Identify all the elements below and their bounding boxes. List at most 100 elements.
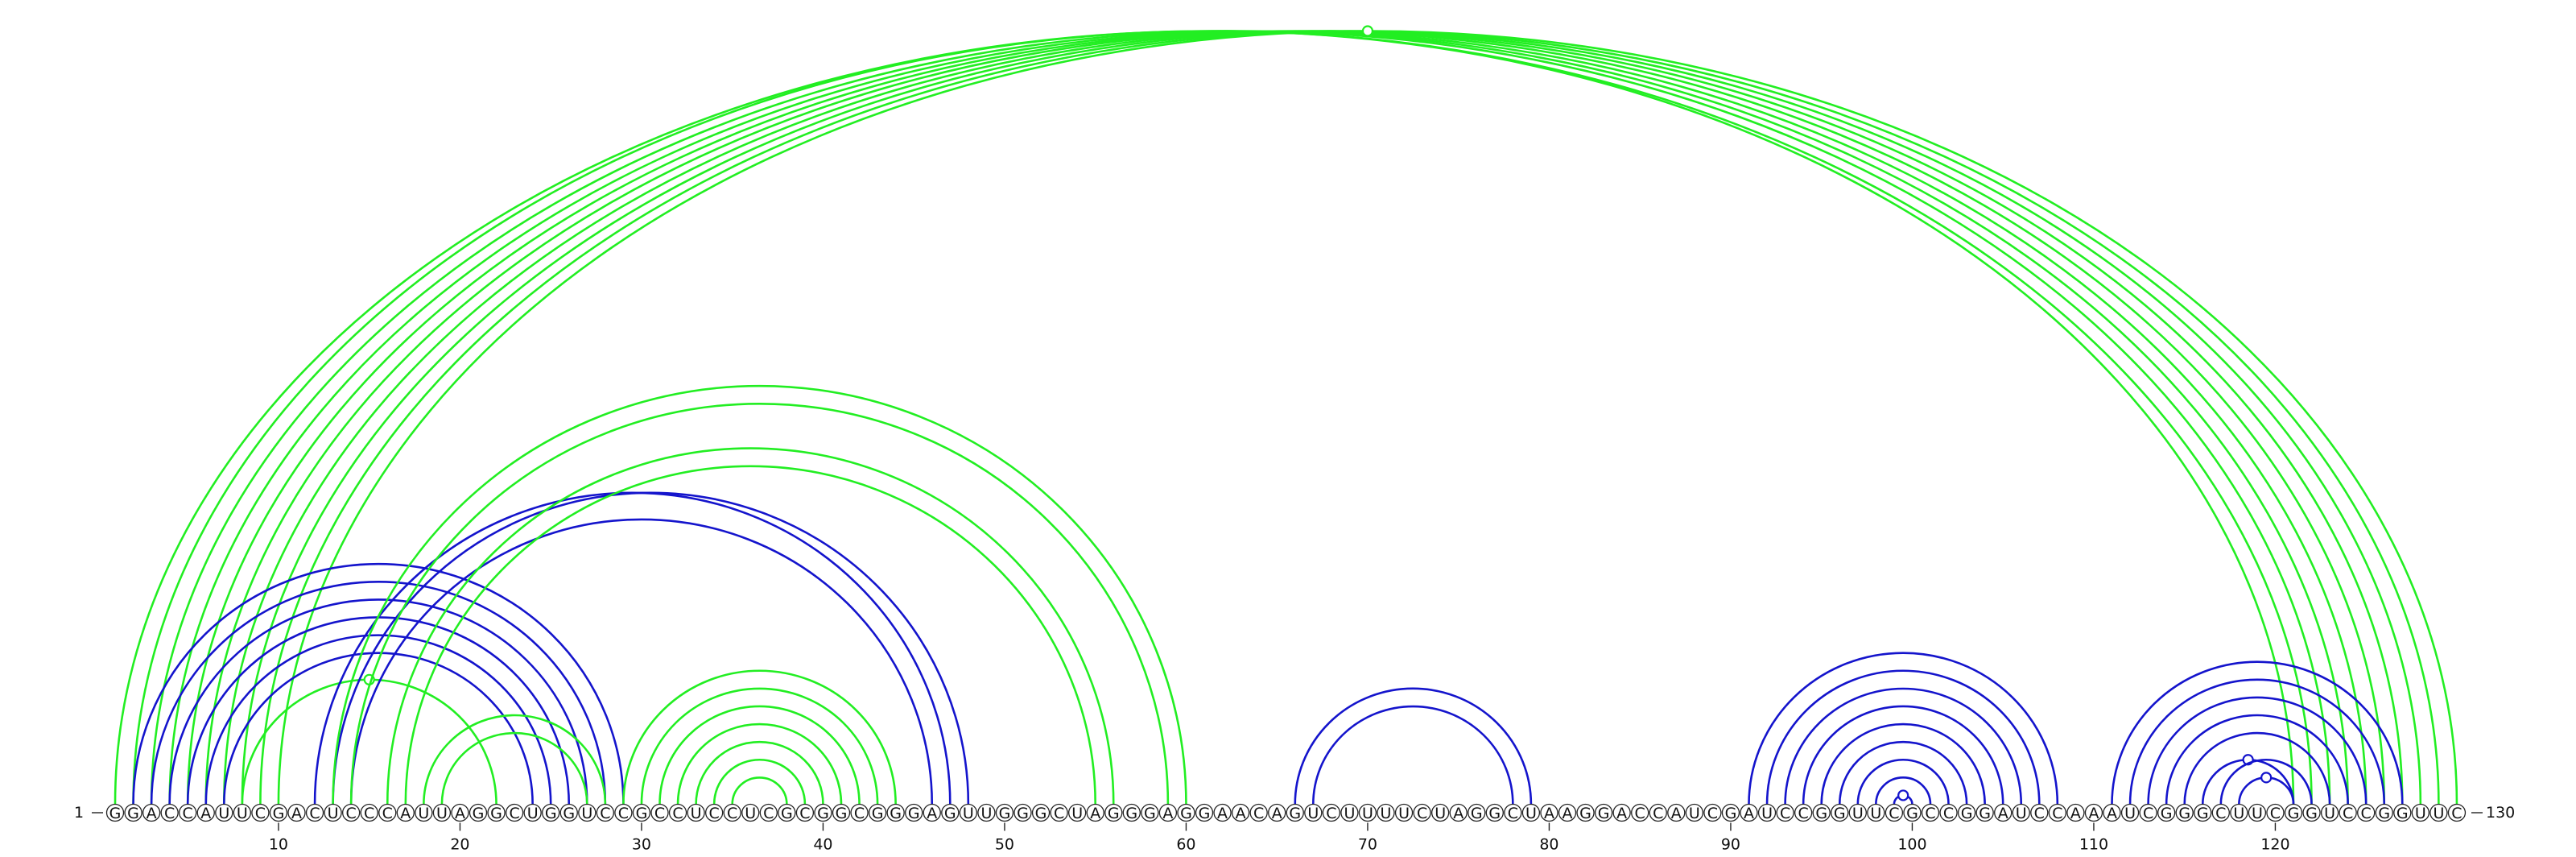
nucleotide: A: [1540, 803, 1558, 822]
nucleotide: U: [2230, 803, 2248, 822]
nucleotide-circle: [1213, 803, 1232, 822]
nucleotide: C: [1703, 803, 1722, 822]
nucleotide-letter: C: [2052, 805, 2062, 822]
nucleotide-letter: A: [1998, 805, 2008, 822]
nucleotide-circle: [2194, 803, 2212, 822]
nucleotide: C: [341, 803, 361, 822]
nucleotide-circle: [2411, 803, 2430, 822]
nucleotide-letter: U: [1689, 805, 1700, 822]
nucleotide-circle: [1249, 803, 1268, 822]
nucleotide-circle: [269, 803, 288, 822]
end-label: 130: [2486, 804, 2515, 822]
nucleotide-letter: U: [1435, 805, 1446, 822]
nucleotide-circle: [850, 803, 869, 822]
nucleotide-letter: A: [1544, 805, 1554, 822]
nucleotide-circle: [523, 803, 542, 822]
nucleotide: G: [1177, 803, 1195, 822]
nucleotide: U: [959, 803, 977, 822]
nucleotide: A: [1558, 803, 1577, 822]
nucleotide-circle: [832, 803, 851, 822]
nucleotide-letter: A: [2088, 805, 2099, 822]
nucleotide: G: [1013, 803, 1032, 822]
nucleotide-letter: C: [1635, 805, 1645, 822]
nucleotide: U: [324, 803, 342, 822]
nucleotide-letter: U: [691, 805, 702, 822]
nucleotide: G: [2157, 803, 2176, 822]
nucleotide-circle: [2357, 803, 2376, 822]
nucleotide: U: [1848, 803, 1867, 822]
nucleotide: G: [105, 803, 125, 822]
nucleotide-letter: U: [1344, 805, 1355, 822]
nucleotide-circle: [287, 803, 306, 822]
nucleotide-circle: [2375, 803, 2393, 822]
nucleotide-circle: [1158, 803, 1178, 822]
base-pair-arc-blue: [1802, 705, 2004, 805]
nucleotide-circle: [2066, 803, 2085, 822]
nucleotide-letter: C: [2270, 805, 2281, 822]
base-pair-arc-blue: [1820, 722, 1986, 805]
nucleotide-circle: [1540, 803, 1558, 822]
nucleotide-letter: A: [2107, 805, 2117, 822]
nucleotide-circle: [795, 803, 815, 822]
nucleotide: A: [1213, 803, 1232, 822]
nucleotide-circle: [2048, 803, 2067, 822]
nucleotide: G: [1594, 803, 1613, 822]
nucleotide-letter: G: [273, 805, 285, 822]
nucleotide-circle: [2284, 803, 2303, 822]
nucleotide-letter: G: [109, 805, 122, 822]
nucleotide-letter: G: [1579, 805, 1591, 822]
sequence-end: 130: [2471, 804, 2515, 822]
nucleotide: U: [233, 803, 252, 822]
nucleotide-circle: [668, 803, 687, 822]
nucleotide-letter: U: [527, 805, 539, 822]
base-pair-arc-green: [676, 722, 843, 805]
nucleotide-circle: [650, 803, 669, 822]
nucleotide: G: [1485, 803, 1504, 822]
nucleotide-circle: [2103, 803, 2121, 822]
tick-label: 120: [2260, 836, 2289, 854]
nucleotide-letter: G: [636, 805, 648, 822]
nucleotide-letter: C: [854, 805, 865, 822]
nucleotide: G: [905, 803, 923, 822]
nucleotide-letter: C: [1889, 805, 1899, 822]
nucleotide-circle: [941, 803, 960, 822]
nucleotide-letter: C: [1925, 805, 1935, 822]
nucleotide-circle: [1068, 803, 1087, 822]
nucleotide-circle: [469, 803, 488, 822]
nucleotide-letter: A: [1671, 805, 1682, 822]
nucleotide-letter: U: [963, 805, 974, 822]
nucleotide-letter: U: [581, 805, 592, 822]
nucleotide: U: [1521, 803, 1541, 822]
nucleotide-letter: G: [890, 805, 902, 822]
nucleotide-letter: G: [1815, 805, 1827, 822]
base-pair-arc-green: [712, 759, 807, 805]
nucleotide: U: [2012, 803, 2030, 822]
nucleotide: A: [1158, 803, 1178, 822]
tick-label: 10: [269, 836, 288, 854]
nucleotide-circle: [995, 803, 1014, 822]
nucleotide-letter: C: [654, 805, 665, 822]
nucleotide-letter: G: [127, 805, 139, 822]
nucleotide-letter: A: [1162, 805, 1173, 822]
nucleotide-letter: G: [1035, 805, 1047, 822]
nucleotide-circle: [1141, 803, 1159, 822]
nucleotide: A: [396, 803, 415, 822]
nucleotide-letter: C: [2034, 805, 2045, 822]
base-pair-arc-green: [658, 705, 861, 805]
nucleotide: G: [2375, 803, 2393, 822]
nucleotide: A: [923, 803, 941, 822]
nucleotide: G: [1903, 803, 1922, 822]
nucleotide-circle: [487, 803, 506, 822]
base-pair-arc-blue: [2219, 759, 2313, 805]
nucleotide-circle: [1975, 803, 1994, 822]
nucleotide: U: [432, 803, 452, 822]
nucleotide-circle: [977, 803, 996, 822]
nucleotide-letter: U: [1381, 805, 1392, 822]
nucleotide-circle: [305, 803, 324, 822]
nucleotide: G: [1468, 803, 1486, 822]
nucleotide-letter: A: [1453, 805, 1463, 822]
base-pair-arc-blue: [150, 580, 607, 805]
nucleotide: C: [1885, 803, 1904, 822]
nucleotide: U: [523, 803, 542, 822]
nucleotide-circle: [1358, 803, 1377, 822]
